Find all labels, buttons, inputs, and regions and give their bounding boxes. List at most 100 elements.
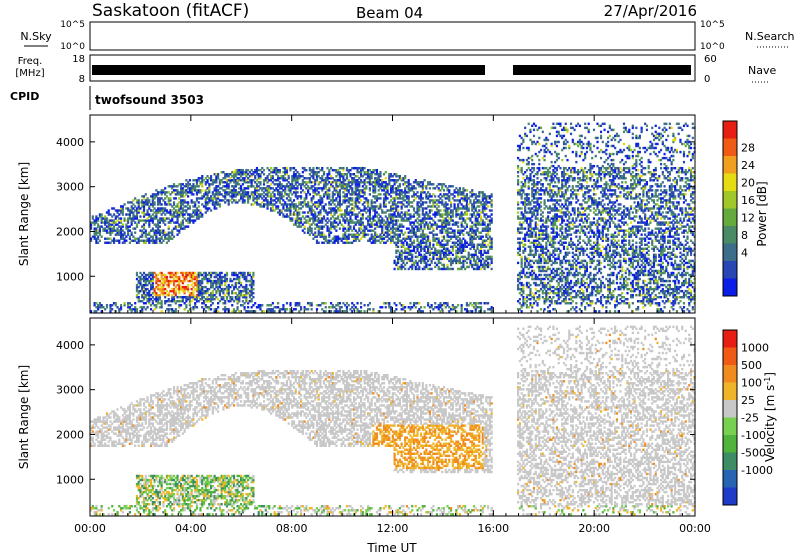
heatmap-cell bbox=[322, 179, 326, 182]
heatmap-cell bbox=[119, 227, 123, 230]
heatmap-cell bbox=[185, 306, 188, 309]
heatmap-cell bbox=[518, 231, 521, 234]
heatmap-cell bbox=[338, 173, 341, 176]
heatmap-cell bbox=[116, 306, 119, 309]
heatmap-cell bbox=[347, 191, 350, 194]
heatmap-cell bbox=[344, 213, 347, 216]
heatmap-cell bbox=[367, 304, 370, 307]
heatmap-cell bbox=[262, 191, 266, 194]
heatmap-cell bbox=[347, 183, 350, 186]
heatmap-cell bbox=[278, 199, 281, 202]
heatmap-cell bbox=[402, 213, 405, 216]
heatmap-cell bbox=[391, 175, 394, 178]
heatmap-cell bbox=[374, 211, 377, 214]
heatmap-cell bbox=[435, 207, 439, 210]
heatmap-cell bbox=[201, 203, 204, 206]
heatmap-cell bbox=[315, 207, 319, 210]
heatmap-cell bbox=[388, 229, 391, 232]
heatmap-cell bbox=[165, 209, 169, 212]
heatmap-cell bbox=[310, 185, 313, 188]
heatmap-cell bbox=[481, 223, 484, 226]
heatmap-cell bbox=[384, 191, 387, 194]
heatmap-cell bbox=[119, 308, 123, 311]
heatmap-cell bbox=[368, 211, 371, 214]
heatmap-cell bbox=[351, 219, 354, 222]
heatmap-cell bbox=[158, 237, 161, 240]
heatmap-cell bbox=[135, 277, 139, 281]
heatmap-cell bbox=[333, 227, 336, 230]
heatmap-cell bbox=[211, 279, 214, 283]
heatmap-cell bbox=[361, 229, 364, 232]
heatmap-cell bbox=[349, 197, 352, 200]
heatmap-cell bbox=[234, 281, 237, 285]
heatmap-cell bbox=[158, 306, 161, 309]
heatmap-cell bbox=[296, 205, 299, 208]
heatmap-cell bbox=[183, 295, 186, 299]
heatmap-cell bbox=[314, 189, 317, 192]
heatmap-cell bbox=[446, 223, 449, 226]
heatmap-cell bbox=[407, 306, 410, 309]
heatmap-cell bbox=[97, 304, 100, 307]
heatmap-cell bbox=[307, 302, 310, 305]
heatmap-cell bbox=[416, 245, 419, 248]
heatmap-cell bbox=[464, 241, 467, 244]
heatmap-cell bbox=[520, 187, 523, 190]
heatmap-cell bbox=[164, 197, 167, 200]
heatmap-cell bbox=[178, 277, 181, 281]
heatmap-cell bbox=[255, 203, 259, 206]
heatmap-cell bbox=[142, 279, 146, 283]
heatmap-cell bbox=[517, 179, 520, 182]
heatmap-cell bbox=[241, 201, 244, 204]
heatmap-cell bbox=[393, 181, 396, 184]
heatmap-cell bbox=[141, 308, 144, 311]
heatmap-cell bbox=[367, 308, 370, 311]
heatmap-cell bbox=[319, 221, 322, 224]
heatmap-cell bbox=[476, 229, 479, 232]
heatmap-cell bbox=[268, 201, 271, 204]
heatmap-cell bbox=[125, 225, 128, 228]
heatmap-cell bbox=[241, 179, 244, 182]
heatmap-cell bbox=[404, 263, 407, 267]
heatmap-cell bbox=[172, 215, 176, 218]
heatmap-cell bbox=[157, 229, 160, 232]
heatmap-cell bbox=[187, 203, 190, 206]
heatmap-cell bbox=[483, 221, 486, 224]
heatmap-cell bbox=[370, 233, 373, 236]
heatmap-cell bbox=[453, 231, 456, 234]
heatmap-cell bbox=[144, 287, 147, 291]
heatmap-cell bbox=[109, 237, 112, 240]
heatmap-cell bbox=[130, 308, 133, 311]
heatmap-cell bbox=[199, 297, 202, 301]
heatmap-cell bbox=[127, 233, 130, 236]
heatmap-cell bbox=[375, 211, 379, 214]
heatmap-cell bbox=[248, 197, 251, 200]
heatmap-cell bbox=[291, 205, 294, 208]
heatmap-cell bbox=[236, 302, 239, 305]
heatmap-cell bbox=[464, 239, 467, 242]
heatmap-cell bbox=[331, 237, 334, 240]
heatmap-cell bbox=[398, 302, 401, 305]
heatmap-cell bbox=[298, 223, 301, 226]
heatmap-cell bbox=[303, 166, 306, 170]
heatmap-cell bbox=[430, 267, 433, 271]
heatmap-cell bbox=[296, 177, 299, 180]
heatmap-cell bbox=[188, 300, 191, 303]
heatmap-cell bbox=[409, 249, 412, 253]
heatmap-cell bbox=[409, 201, 412, 204]
heatmap-cell bbox=[391, 237, 394, 240]
heatmap-cell bbox=[460, 225, 463, 228]
heatmap-cell bbox=[397, 209, 400, 212]
heatmap-cell bbox=[171, 308, 174, 311]
heatmap-cell bbox=[202, 179, 206, 182]
heatmap-cell bbox=[271, 177, 274, 180]
heatmap-cell bbox=[153, 215, 156, 218]
heatmap-cell bbox=[432, 205, 435, 208]
heatmap-cell bbox=[411, 229, 414, 232]
heatmap-cell bbox=[134, 231, 137, 234]
heatmap-cell bbox=[460, 239, 463, 242]
heatmap-cell bbox=[151, 221, 154, 224]
heatmap-cell bbox=[185, 219, 188, 222]
heatmap-cell bbox=[169, 219, 172, 222]
heatmap-cell bbox=[340, 203, 343, 206]
heatmap-cell bbox=[95, 233, 98, 236]
